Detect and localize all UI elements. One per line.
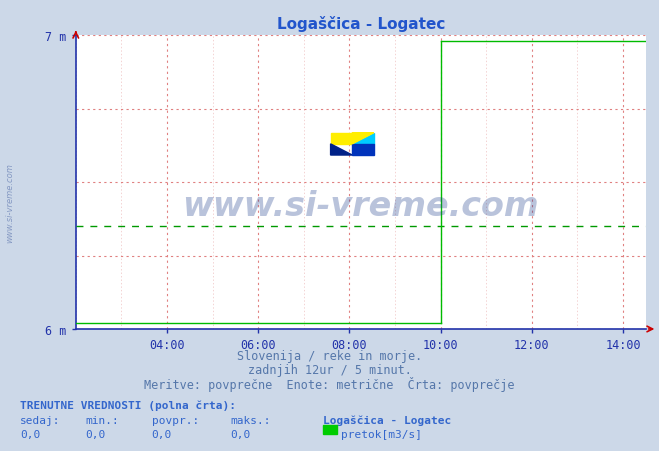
Text: sedaj:: sedaj: — [20, 415, 60, 425]
Text: Meritve: povprečne  Enote: metrične  Črta: povprečje: Meritve: povprečne Enote: metrične Črta:… — [144, 377, 515, 391]
Text: 0,0: 0,0 — [231, 429, 251, 439]
Text: Logaščica - Logatec: Logaščica - Logatec — [323, 415, 451, 425]
Bar — [331, 133, 353, 144]
Text: Slovenija / reke in morje.: Slovenija / reke in morje. — [237, 350, 422, 363]
Text: zadnjih 12ur / 5 minut.: zadnjih 12ur / 5 minut. — [248, 363, 411, 376]
Text: www.si-vreme.com: www.si-vreme.com — [5, 163, 14, 243]
Title: Logaščica - Logatec: Logaščica - Logatec — [277, 16, 445, 32]
Polygon shape — [331, 144, 353, 156]
Text: povpr.:: povpr.: — [152, 415, 199, 425]
Polygon shape — [353, 133, 374, 144]
Text: pretok[m3/s]: pretok[m3/s] — [341, 429, 422, 439]
Text: TRENUTNE VREDNOSTI (polna črta):: TRENUTNE VREDNOSTI (polna črta): — [20, 399, 236, 410]
Text: 0,0: 0,0 — [86, 429, 106, 439]
Bar — [353, 144, 374, 156]
Text: www.si-vreme.com: www.si-vreme.com — [183, 189, 539, 223]
Text: maks.:: maks.: — [231, 415, 271, 425]
Polygon shape — [353, 133, 374, 144]
Text: 0,0: 0,0 — [20, 429, 40, 439]
Text: 0,0: 0,0 — [152, 429, 172, 439]
Text: min.:: min.: — [86, 415, 119, 425]
